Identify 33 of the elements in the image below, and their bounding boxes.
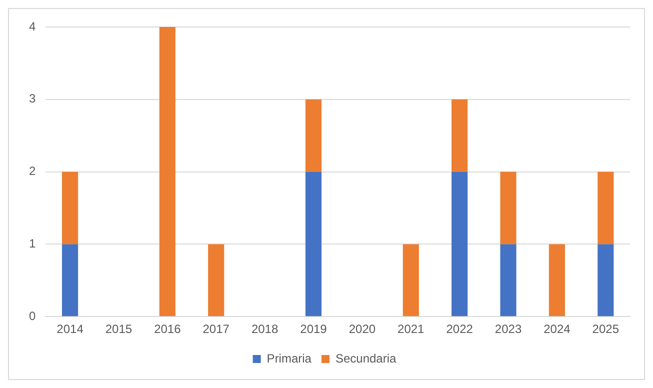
bar — [500, 244, 516, 316]
x-tick-label: 2017 — [202, 322, 230, 336]
bar — [598, 172, 614, 244]
x-tick-label: 2024 — [544, 322, 571, 336]
x-tick-label: 2018 — [251, 322, 278, 336]
y-tick-label: 2 — [28, 164, 36, 178]
x-tick-label: 2015 — [105, 322, 132, 336]
x-tick-label: 2021 — [398, 322, 425, 336]
x-tick-label: 2014 — [56, 322, 84, 336]
x-tick-label: 2019 — [300, 322, 328, 336]
bar — [305, 172, 322, 316]
bar — [452, 172, 468, 316]
y-tick-label: 3 — [28, 92, 36, 106]
y-tick-label: 0 — [28, 308, 36, 323]
bar — [452, 99, 468, 172]
bar — [500, 172, 516, 244]
bar — [548, 244, 565, 316]
x-tick-label: 2023 — [494, 322, 522, 336]
legend-label: Primaria — [266, 351, 312, 366]
bar — [62, 172, 78, 244]
x-tick-label: 2022 — [446, 322, 474, 336]
y-tick-label: 4 — [28, 19, 36, 34]
bar — [62, 244, 78, 316]
bar — [305, 99, 322, 172]
legend-label: Secundaria — [335, 351, 397, 366]
x-tick-label: 2016 — [154, 322, 182, 336]
bar — [159, 27, 176, 316]
x-tick-label: 2025 — [592, 322, 620, 336]
bar — [598, 244, 614, 316]
x-tick-label: 2020 — [348, 322, 376, 336]
y-tick-label: 1 — [28, 236, 36, 251]
bar — [208, 244, 224, 316]
bar — [402, 244, 419, 316]
